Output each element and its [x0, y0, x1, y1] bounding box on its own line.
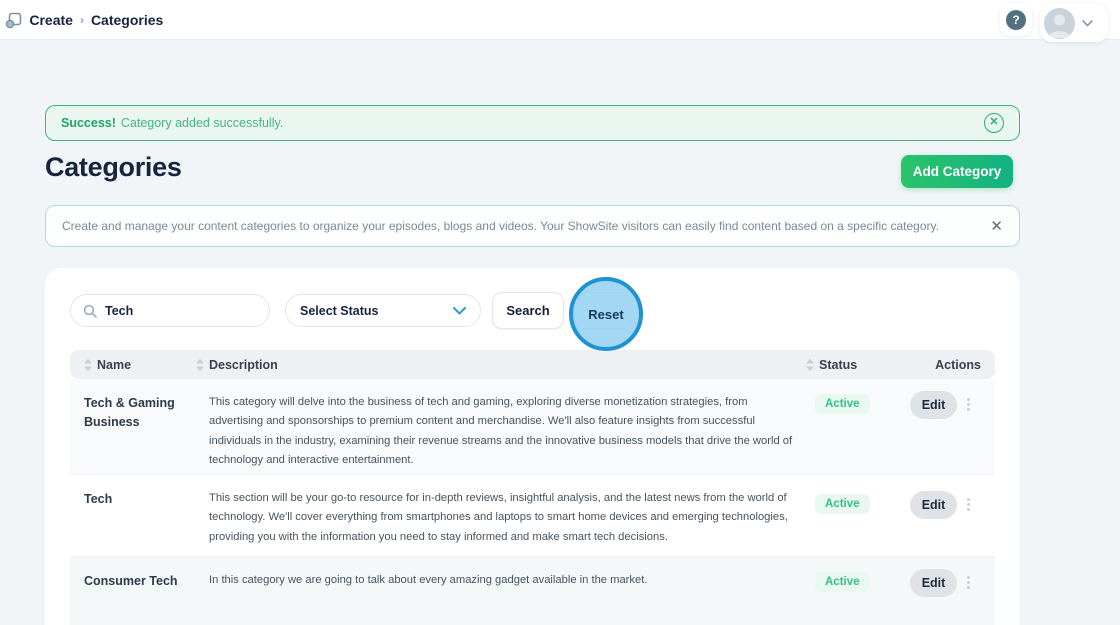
edit-button[interactable]: Edit — [910, 491, 957, 519]
category-description: This section will be your go-to resource… — [209, 492, 788, 543]
table-row: Consumer Tech In this category we are go… — [70, 556, 995, 625]
info-banner: Create and manage your content categorie… — [45, 205, 1020, 247]
avatar — [1044, 7, 1075, 39]
chevron-down-icon — [1082, 19, 1093, 26]
kebab-menu-icon[interactable] — [965, 496, 972, 513]
status-badge: Active — [815, 494, 870, 514]
category-description: In this category we are going to talk ab… — [209, 574, 648, 586]
table-row: Tech This section will be your go-to res… — [70, 474, 995, 556]
column-label: Description — [209, 357, 278, 372]
kebab-menu-icon[interactable] — [965, 574, 972, 591]
column-header-status[interactable]: Status — [806, 350, 857, 379]
categories-card: Select Status Search Reset Name Descript… — [45, 268, 1020, 625]
help-button[interactable]: ? — [1000, 4, 1032, 36]
edit-button[interactable]: Edit — [910, 569, 957, 597]
category-name: Tech — [84, 492, 113, 506]
status-select-value: Select Status — [300, 303, 379, 318]
column-label: Status — [819, 357, 858, 372]
column-label: Name — [97, 357, 132, 372]
column-header-description[interactable]: Description — [196, 350, 278, 379]
add-category-button[interactable]: Add Category — [901, 155, 1013, 188]
sort-icon — [806, 358, 814, 371]
breadcrumb: › Create › Categories — [0, 0, 163, 40]
breadcrumb-categories: Categories — [90, 12, 164, 28]
reset-button[interactable]: Reset — [574, 292, 640, 329]
search-field[interactable] — [70, 294, 270, 327]
edit-button[interactable]: Edit — [910, 391, 957, 419]
alert-message: Category added successfully. — [120, 116, 284, 130]
kebab-menu-icon[interactable] — [965, 396, 972, 413]
category-name: Consumer Tech — [84, 574, 178, 588]
category-description: This category will delve into the busine… — [209, 396, 793, 466]
create-icon — [5, 12, 22, 29]
search-button[interactable]: Search — [492, 292, 564, 329]
breadcrumb-create[interactable]: Create — [29, 12, 73, 28]
info-banner-text: Create and manage your content categorie… — [62, 219, 939, 233]
user-menu-button[interactable] — [1040, 4, 1108, 42]
chevron-down-icon — [453, 306, 466, 314]
column-header-actions: Actions — [935, 350, 981, 379]
topbar: › Create › Categories ? — [0, 0, 1120, 42]
chevron-right-icon: › — [79, 13, 84, 27]
status-badge: Active — [815, 572, 870, 592]
sort-icon — [84, 358, 92, 371]
topbar-actions: ? — [1000, 4, 1108, 42]
status-badge: Active — [815, 394, 870, 414]
column-header-name[interactable]: Name — [84, 350, 131, 379]
table-header: Name Description Status Actions — [70, 350, 995, 379]
close-icon[interactable]: ✕ — [990, 217, 1003, 235]
close-circle-icon[interactable]: ✕ — [984, 113, 1004, 133]
success-alert: Success! Category added successfully. ✕ — [45, 105, 1020, 141]
sort-icon — [196, 358, 204, 371]
search-icon — [83, 304, 97, 318]
question-mark-icon: ? — [1006, 10, 1026, 30]
column-label: Actions — [935, 357, 981, 372]
search-input[interactable] — [105, 303, 245, 318]
alert-title: Success! — [61, 116, 116, 130]
page-title: Categories — [45, 152, 182, 182]
status-select[interactable]: Select Status — [285, 294, 481, 327]
category-name: Tech & Gaming Business — [84, 396, 175, 429]
table-row: Tech & Gaming Business This category wil… — [70, 379, 995, 474]
